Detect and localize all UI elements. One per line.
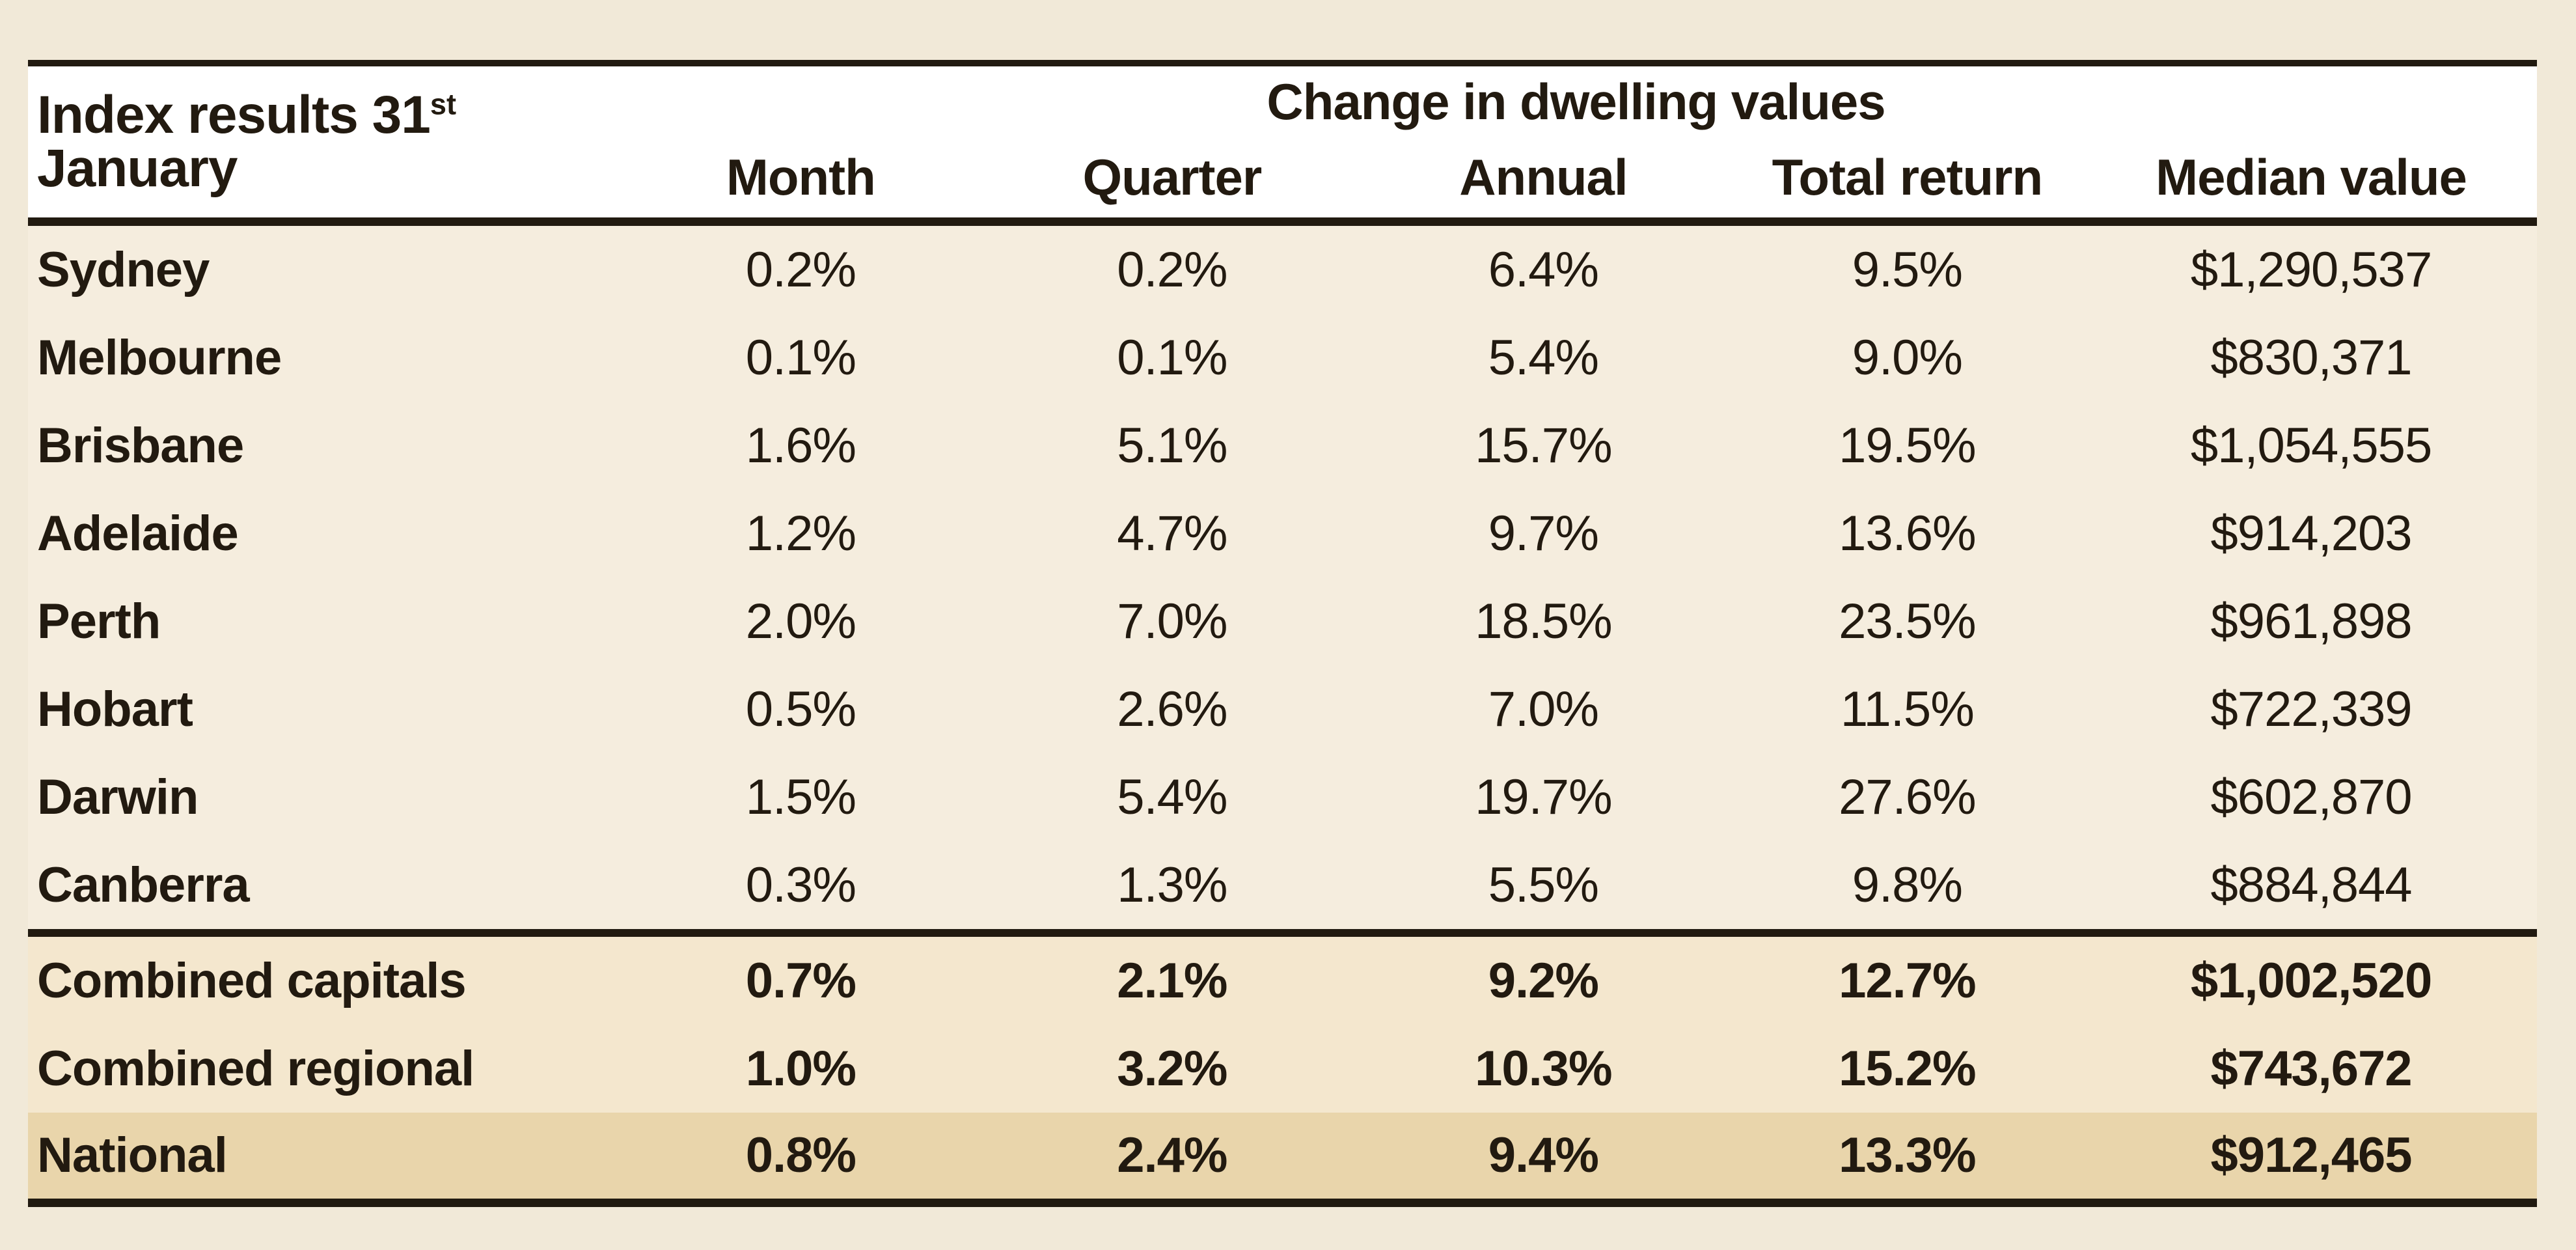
table-title-text: Index results 31 <box>37 85 431 145</box>
cell-month: 0.8% <box>745 1128 856 1183</box>
cell-annual: 5.4% <box>1488 329 1599 385</box>
cell-annual: 9.7% <box>1488 505 1599 561</box>
cell-annual: 19.7% <box>1475 769 1612 825</box>
cell-annual: 7.0% <box>1488 681 1599 737</box>
cell-quarter: 1.3% <box>1117 857 1227 913</box>
column-header-total-return: Total return <box>1772 148 2044 206</box>
cell-month: 0.7% <box>745 952 856 1008</box>
cell-quarter: 0.1% <box>1117 329 1227 385</box>
cell-median-value: $830,371 <box>2210 329 2413 385</box>
table-header: Index results 31st January Change in dwe… <box>28 63 2537 222</box>
summary-rows: Combined capitals 0.7% 2.1% 9.2% 12.7% $… <box>28 933 2537 1113</box>
table-row-combined-regional: Combined regional 1.0% 3.2% 10.3% 15.2% … <box>28 1025 2537 1113</box>
cell-median-value: $602,870 <box>2210 769 2413 825</box>
cell-median-value: $884,844 <box>2210 857 2413 913</box>
cell-quarter: 3.2% <box>1117 1040 1227 1096</box>
table-title: Index results 31st January <box>28 63 615 222</box>
cell-total-return: 9.0% <box>1852 329 1963 385</box>
row-label: Adelaide <box>37 505 239 561</box>
row-label: Combined capitals <box>37 952 467 1008</box>
cell-total-return: 15.2% <box>1839 1040 1977 1096</box>
row-label: Hobart <box>37 681 193 737</box>
cell-total-return: 9.8% <box>1852 857 1963 913</box>
city-rows: Sydney 0.2% 0.2% 6.4% 9.5% $1,290,537 Me… <box>28 221 2537 933</box>
cell-total-return: 23.5% <box>1839 593 1977 649</box>
column-header-quarter: Quarter <box>1082 148 1262 206</box>
cell-quarter: 4.7% <box>1117 505 1227 561</box>
cell-median-value: $961,898 <box>2210 593 2413 649</box>
table-row-darwin: Darwin 1.5% 5.4% 19.7% 27.6% $602,870 <box>28 753 2537 841</box>
cell-median-value: $914,203 <box>2210 505 2413 561</box>
cell-month: 0.1% <box>745 329 856 385</box>
row-label: Brisbane <box>37 417 244 473</box>
table-row-adelaide: Adelaide 1.2% 4.7% 9.7% 13.6% $914,203 <box>28 490 2537 577</box>
cell-quarter: 2.6% <box>1117 681 1227 737</box>
cell-annual: 18.5% <box>1475 593 1612 649</box>
cell-month: 0.5% <box>745 681 856 737</box>
column-header-median-value: Median value <box>2156 148 2467 206</box>
cell-quarter: 7.0% <box>1117 593 1227 649</box>
cell-month: 1.5% <box>745 769 856 825</box>
group-header: Change in dwelling values <box>1267 73 1885 130</box>
cell-total-return: 13.6% <box>1839 505 1977 561</box>
column-header-month: Month <box>726 148 876 206</box>
table-row-sydney: Sydney 0.2% 0.2% 6.4% 9.5% $1,290,537 <box>28 222 2537 314</box>
cell-quarter: 0.2% <box>1117 242 1227 298</box>
cell-total-return: 13.3% <box>1839 1128 1977 1183</box>
cell-month: 0.3% <box>745 857 856 913</box>
cell-total-return: 27.6% <box>1839 769 1977 825</box>
cell-median-value: $912,465 <box>2210 1128 2413 1183</box>
cell-month: 0.2% <box>745 242 856 298</box>
table-row-hobart: Hobart 0.5% 2.6% 7.0% 11.5% $722,339 <box>28 665 2537 753</box>
cell-quarter: 2.1% <box>1117 952 1227 1008</box>
cell-quarter: 2.4% <box>1117 1128 1227 1183</box>
cell-total-return: 19.5% <box>1839 417 1977 473</box>
cell-annual: 5.5% <box>1488 857 1599 913</box>
national-row: National 0.8% 2.4% 9.4% 13.3% $912,465 <box>28 1113 2537 1203</box>
cell-quarter: 5.4% <box>1117 769 1227 825</box>
cell-month: 1.0% <box>745 1040 856 1096</box>
row-label: Sydney <box>37 242 210 298</box>
table-row-combined-capitals: Combined capitals 0.7% 2.1% 9.2% 12.7% $… <box>28 933 2537 1025</box>
cell-median-value: $1,290,537 <box>2190 242 2432 298</box>
cell-month: 1.2% <box>745 505 856 561</box>
cell-median-value: $722,339 <box>2210 681 2413 737</box>
cell-median-value: $743,672 <box>2210 1040 2413 1096</box>
table-title-superscript: st <box>430 87 456 121</box>
table-row-perth: Perth 2.0% 7.0% 18.5% 23.5% $961,898 <box>28 577 2537 665</box>
row-label: Combined regional <box>37 1040 474 1096</box>
cell-total-return: 12.7% <box>1839 952 1977 1008</box>
row-label: Canberra <box>37 857 250 913</box>
cell-annual: 9.4% <box>1488 1128 1599 1183</box>
table-title-text-suffix: January <box>37 139 238 198</box>
table-row-brisbane: Brisbane 1.6% 5.1% 15.7% 19.5% $1,054,55… <box>28 402 2537 490</box>
table-row-canberra: Canberra 0.3% 1.3% 5.5% 9.8% $884,844 <box>28 841 2537 933</box>
cell-month: 2.0% <box>745 593 856 649</box>
column-header-annual: Annual <box>1459 148 1628 206</box>
row-label: Darwin <box>37 769 199 825</box>
cell-total-return: 9.5% <box>1852 242 1963 298</box>
cell-month: 1.6% <box>745 417 856 473</box>
cell-annual: 9.2% <box>1488 952 1599 1008</box>
dwelling-values-table: Index results 31st January Change in dwe… <box>28 60 2537 1207</box>
cell-median-value: $1,002,520 <box>2190 952 2432 1008</box>
table-row-melbourne: Melbourne 0.1% 0.1% 5.4% 9.0% $830,371 <box>28 314 2537 402</box>
row-label: Melbourne <box>37 329 282 385</box>
cell-annual: 15.7% <box>1475 417 1612 473</box>
cell-annual: 6.4% <box>1488 242 1599 298</box>
cell-annual: 10.3% <box>1475 1040 1612 1096</box>
cell-median-value: $1,054,555 <box>2190 417 2432 473</box>
cell-total-return: 11.5% <box>1840 681 1975 737</box>
row-label: National <box>37 1128 228 1183</box>
cell-quarter: 5.1% <box>1117 417 1227 473</box>
row-label: Perth <box>37 593 161 649</box>
table-row-national: National 0.8% 2.4% 9.4% 13.3% $912,465 <box>28 1113 2537 1203</box>
